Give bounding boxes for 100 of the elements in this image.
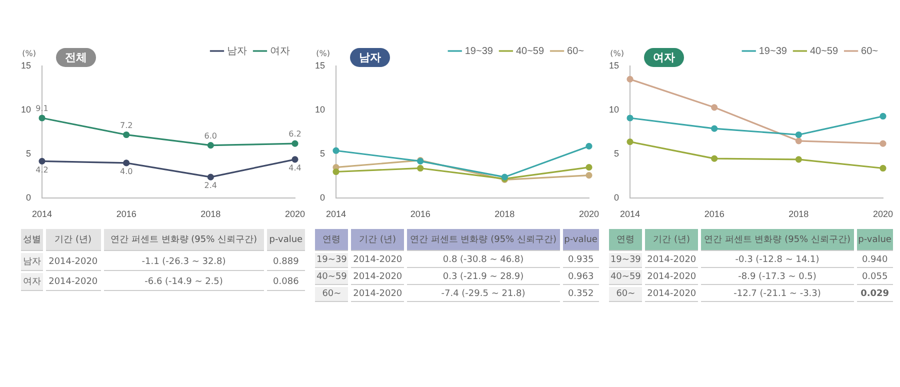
x-tick-label: 2016 [116,209,136,220]
text: 기간 (년) [351,229,404,251]
data-label: 2.4 [204,181,218,190]
point [795,156,802,163]
text: 40~59 [609,270,642,285]
text: 60~ [609,287,642,302]
data-label: 4.4 [288,164,302,172]
text: 2014-2020 [645,270,698,285]
text: 0.8 (-30.8 ~ 46.8) [406,253,560,268]
x-tick-label: 2020 [284,209,306,220]
x-tick-label: 2018 [788,209,809,220]
text: 19~39 [609,253,642,268]
y-tick-label: 5 [320,148,326,159]
point [207,142,214,149]
legend-label: 여자 [270,46,290,57]
y-axis-title: (%) [22,49,36,58]
point [38,114,46,122]
text: 연간 퍼센트 변화량 (95% 신뢰구간) [104,229,264,251]
data-label: 7.2 [120,120,133,130]
data-label: 6.0 [204,131,218,140]
text: p-value [562,229,599,251]
text: -0.3 (-12.8 ~ 14.1) [700,253,854,268]
text: 성별 [21,229,43,251]
data-label: 4.0 [120,167,133,176]
point [586,164,592,171]
y-tick-label: 10 [20,104,32,115]
y-axis-title: (%) [316,49,330,58]
text: 2014-2020 [351,270,404,285]
legend-label: 19~39 [758,46,788,57]
legend-label: 남자 [227,46,247,57]
text: -1.1 (-26.3 ~ 32.8) [104,253,264,271]
data-label: 6.2 [288,130,302,139]
y-tick-label: 10 [314,104,326,115]
y-tick-label: 0 [614,192,620,203]
point [795,131,802,138]
y-tick-label: 0 [320,192,326,203]
x-tick-label: 2020 [578,209,600,220]
x-tick-label: 2020 [872,209,894,220]
text: 2014-2020 [46,253,101,271]
text: 19~39 [315,253,348,268]
text: 여자 [21,273,43,291]
text: 0.352 [562,287,599,302]
text: 2014-2020 [645,253,698,268]
x-tick-label: 2014 [32,209,52,220]
x-tick-label: 2014 [620,209,640,220]
x-tick-label: 2014 [326,209,346,220]
point [38,158,46,164]
text: -12.7 (-21.1 ~ -3.3) [700,287,854,302]
point [123,160,130,166]
y-tick-label: 0 [26,192,32,203]
text: 0.963 [562,270,599,285]
point [626,76,634,83]
y-tick-label: 5 [26,148,32,159]
text: 연령 [609,229,642,251]
text: 기간 (년) [645,229,698,251]
legend-label: 40~59 [516,46,544,57]
x-tick-label: 2016 [410,209,430,220]
legend-label: 40~59 [810,46,838,57]
text: p-value [856,229,893,251]
x-tick-label: 2016 [704,209,724,220]
point [332,147,340,154]
text: 2014-2020 [46,273,101,291]
point [586,142,592,150]
text: 0.029 [856,287,893,302]
y-tick-label: 15 [314,60,326,70]
text: 60~ [315,287,348,302]
point [711,104,718,111]
point [711,155,718,162]
point [711,125,718,132]
text: 0.940 [856,253,893,268]
data-label: 4.2 [36,165,48,174]
text: 남자 [21,253,43,271]
point [880,112,886,120]
text: 2014-2020 [351,253,404,268]
chart-title: 여자 [644,48,684,67]
point [880,140,886,147]
text: -8.9 (-17.3 ~ 0.5) [700,270,854,285]
text: 2014-2020 [351,287,404,302]
point [292,156,298,163]
legend-label: 60~ [567,46,584,57]
chart-title: 남자 [350,48,390,67]
text: 기간 (년) [46,229,101,251]
legend-label: 60~ [861,46,878,57]
point [207,174,214,180]
text: -6.6 (-14.9 ~ 2.5) [104,273,264,291]
text: p-value [266,229,305,251]
text: 0.889 [266,253,305,271]
text: 연령 [315,229,348,251]
legend-label: 19~39 [464,46,494,57]
text: 연간 퍼센트 변화량 (95% 신뢰구간) [406,229,560,251]
text: 40~59 [315,270,348,285]
y-tick-label: 15 [608,60,620,70]
point [123,131,130,138]
text: 0.086 [266,273,305,291]
chart-title: 전체 [56,48,96,67]
point [332,168,340,176]
point [880,164,886,172]
point [795,138,802,144]
text: 0.935 [562,253,599,268]
point [417,164,424,172]
